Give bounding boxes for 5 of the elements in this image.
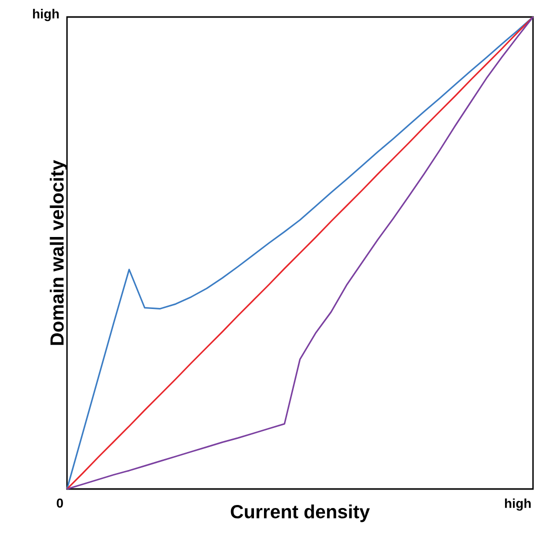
text: 0 — [56, 498, 63, 508]
x-axis-title: Current density — [230, 504, 370, 522]
text: high — [33, 8, 59, 22]
y-axis-title: Domain wall velocity — [50, 160, 68, 345]
text: high — [505, 498, 531, 511]
